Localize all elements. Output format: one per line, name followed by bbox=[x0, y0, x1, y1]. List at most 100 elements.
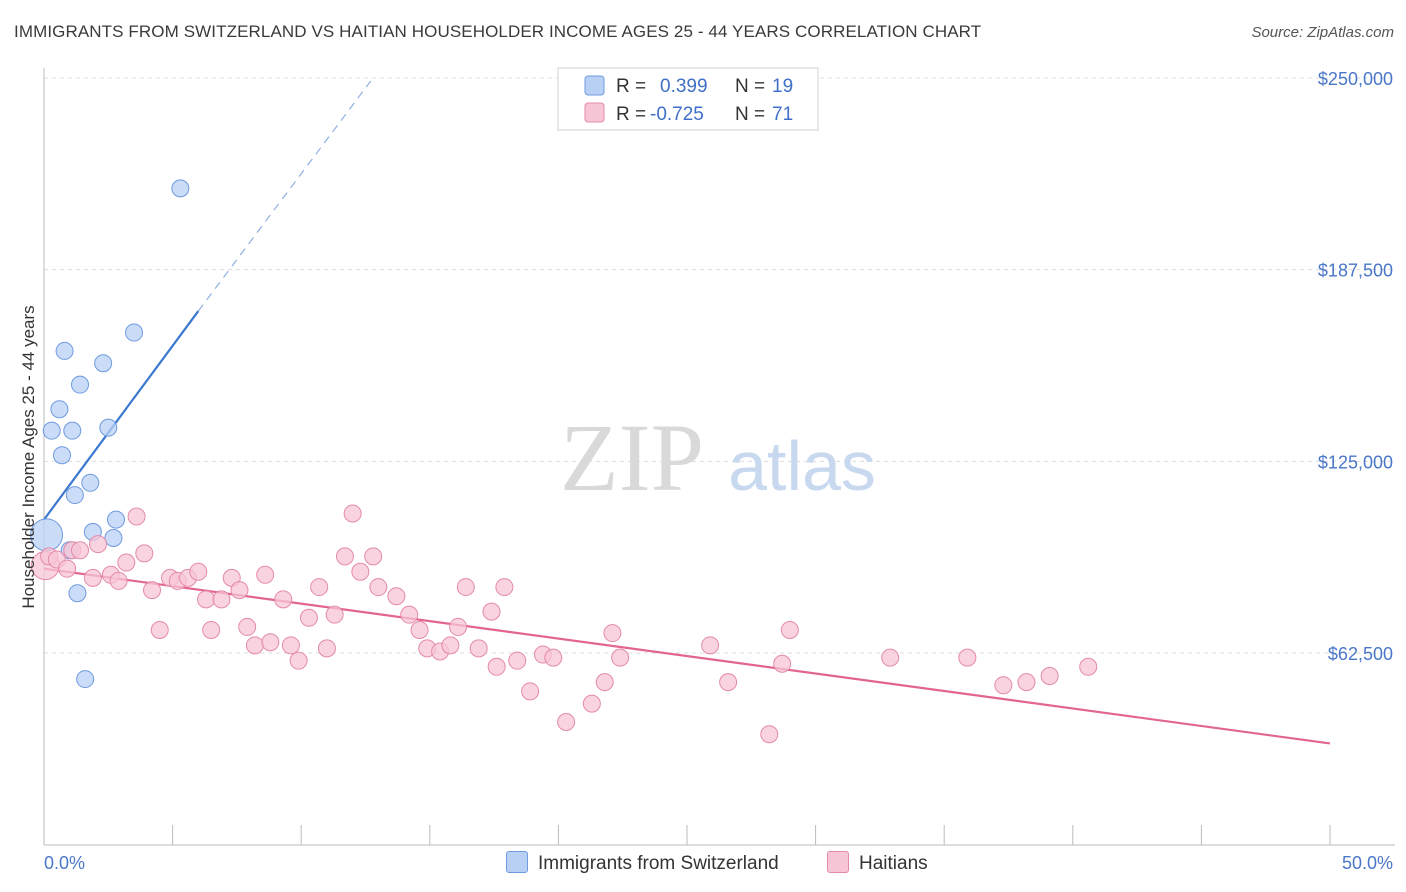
point-haitians-28 bbox=[274, 590, 293, 609]
x-tick-labels: 0.0% 50.0% bbox=[44, 853, 1393, 873]
x-tick-label-min: 0.0% bbox=[44, 853, 85, 873]
legend-n-value-2: 71 bbox=[772, 104, 793, 125]
point-haitians-46 bbox=[449, 617, 468, 636]
legend-swatch-blue bbox=[584, 75, 605, 96]
point-haitians-56 bbox=[557, 713, 576, 731]
point-haitians-34 bbox=[325, 605, 344, 624]
x-tick-label-max: 50.0% bbox=[1342, 853, 1393, 873]
point-haitians-57 bbox=[582, 694, 601, 713]
point-haitians-45 bbox=[441, 636, 460, 655]
point-haitians-6 bbox=[83, 568, 102, 587]
point-switzerland-15 bbox=[104, 529, 123, 547]
point-haitians-39 bbox=[369, 578, 388, 597]
point-haitians-30 bbox=[289, 651, 308, 670]
point-switzerland-1 bbox=[42, 421, 61, 440]
point-haitians-23 bbox=[230, 581, 249, 600]
y-tick-label-2: $187,500 bbox=[1318, 261, 1393, 281]
point-haitians-49 bbox=[482, 602, 501, 621]
point-haitians-40 bbox=[387, 587, 406, 606]
point-haitians-71 bbox=[1079, 657, 1098, 676]
point-haitians-42 bbox=[410, 621, 429, 639]
point-haitians-65 bbox=[780, 621, 799, 639]
y-tick-label-0: $62,500 bbox=[1328, 644, 1393, 664]
point-switzerland-6 bbox=[63, 421, 82, 440]
point-haitians-55 bbox=[544, 648, 563, 667]
chart-title: IMMIGRANTS FROM SWITZERLAND VS HAITIAN H… bbox=[14, 22, 982, 41]
bottom-legend-pink: Haitians bbox=[827, 851, 928, 875]
point-haitians-67 bbox=[958, 648, 977, 667]
point-haitians-50 bbox=[487, 657, 506, 676]
point-haitians-37 bbox=[351, 562, 370, 581]
point-haitians-64 bbox=[773, 654, 792, 673]
point-switzerland-14 bbox=[99, 418, 118, 437]
point-haitians-61 bbox=[701, 636, 720, 655]
point-haitians-27 bbox=[261, 633, 280, 652]
legend-r-label-2: R = bbox=[616, 104, 646, 125]
point-switzerland-13 bbox=[94, 354, 113, 373]
y-tick-label-1: $125,000 bbox=[1318, 452, 1393, 472]
point-switzerland-9 bbox=[71, 375, 90, 394]
legend-r-label-1: R = bbox=[616, 76, 646, 97]
point-switzerland-4 bbox=[55, 341, 74, 360]
point-haitians-60 bbox=[611, 648, 630, 667]
point-switzerland-11 bbox=[81, 473, 100, 492]
grid-lines bbox=[44, 77, 1395, 654]
point-haitians-20 bbox=[202, 621, 221, 639]
point-haitians-5 bbox=[71, 541, 90, 560]
point-haitians-52 bbox=[508, 651, 527, 670]
source-label: Source: ZipAtlas.com bbox=[1251, 24, 1394, 41]
point-haitians-58 bbox=[595, 673, 614, 692]
bottom-legend-pink-label: Haitians bbox=[859, 853, 928, 874]
point-haitians-10 bbox=[117, 553, 136, 572]
y-axis-title: Householder Income Ages 25 - 44 years bbox=[19, 305, 38, 608]
point-switzerland-7 bbox=[65, 486, 84, 505]
point-haitians-41 bbox=[400, 605, 419, 624]
point-haitians-13 bbox=[143, 581, 162, 600]
point-switzerland-10 bbox=[76, 670, 95, 689]
point-haitians-18 bbox=[189, 562, 208, 581]
point-haitians-14 bbox=[150, 621, 169, 639]
point-haitians-51 bbox=[495, 578, 514, 597]
point-switzerland-17 bbox=[125, 323, 144, 342]
point-haitians-62 bbox=[719, 673, 738, 692]
point-haitians-12 bbox=[135, 544, 154, 563]
legend-r-value-2: -0.725 bbox=[650, 104, 704, 125]
point-haitians-31 bbox=[299, 608, 318, 627]
point-haitians-59 bbox=[603, 624, 622, 643]
point-haitians-7 bbox=[89, 535, 108, 554]
point-haitians-24 bbox=[238, 617, 257, 636]
bottom-legend-blue: Immigrants from Switzerland bbox=[506, 851, 779, 875]
trend-line-haitians bbox=[43, 567, 1331, 745]
point-switzerland-3 bbox=[53, 446, 72, 465]
legend-n-label-2: N = bbox=[735, 104, 765, 125]
point-haitians-9 bbox=[109, 571, 128, 590]
point-haitians-66 bbox=[881, 648, 900, 667]
point-haitians-68 bbox=[994, 676, 1013, 695]
point-haitians-11 bbox=[127, 507, 146, 526]
point-haitians-69 bbox=[1017, 673, 1036, 692]
y-tick-labels: $62,500 $125,000 $187,500 $250,000 bbox=[1318, 69, 1393, 664]
legend-n-label-1: N = bbox=[735, 76, 765, 97]
bottom-legend-blue-swatch bbox=[506, 851, 528, 873]
point-haitians-53 bbox=[521, 682, 540, 701]
point-switzerland-18 bbox=[171, 179, 190, 198]
legend: R = 0.399 N = 19 R = -0.725 N = 71 bbox=[557, 67, 819, 131]
point-haitians-47 bbox=[456, 578, 475, 597]
point-haitians-26 bbox=[256, 565, 275, 584]
data-points bbox=[30, 179, 1098, 744]
axes bbox=[43, 68, 1395, 846]
point-haitians-29 bbox=[281, 636, 300, 655]
point-switzerland-16 bbox=[107, 510, 126, 529]
watermark-zip: ZIP bbox=[560, 404, 704, 511]
legend-r-value-1: 0.399 bbox=[660, 76, 708, 97]
trend-line-switzerland bbox=[43, 310, 200, 521]
point-switzerland-8 bbox=[68, 584, 87, 603]
watermark: ZIP atlas bbox=[560, 404, 876, 511]
point-haitians-3 bbox=[58, 559, 77, 578]
point-switzerland-2 bbox=[50, 400, 69, 419]
bottom-legend-pink-swatch bbox=[827, 851, 849, 873]
trend-line-switzerland-extended bbox=[197, 80, 372, 312]
point-haitians-70 bbox=[1040, 667, 1059, 685]
watermark-atlas: atlas bbox=[728, 427, 876, 505]
